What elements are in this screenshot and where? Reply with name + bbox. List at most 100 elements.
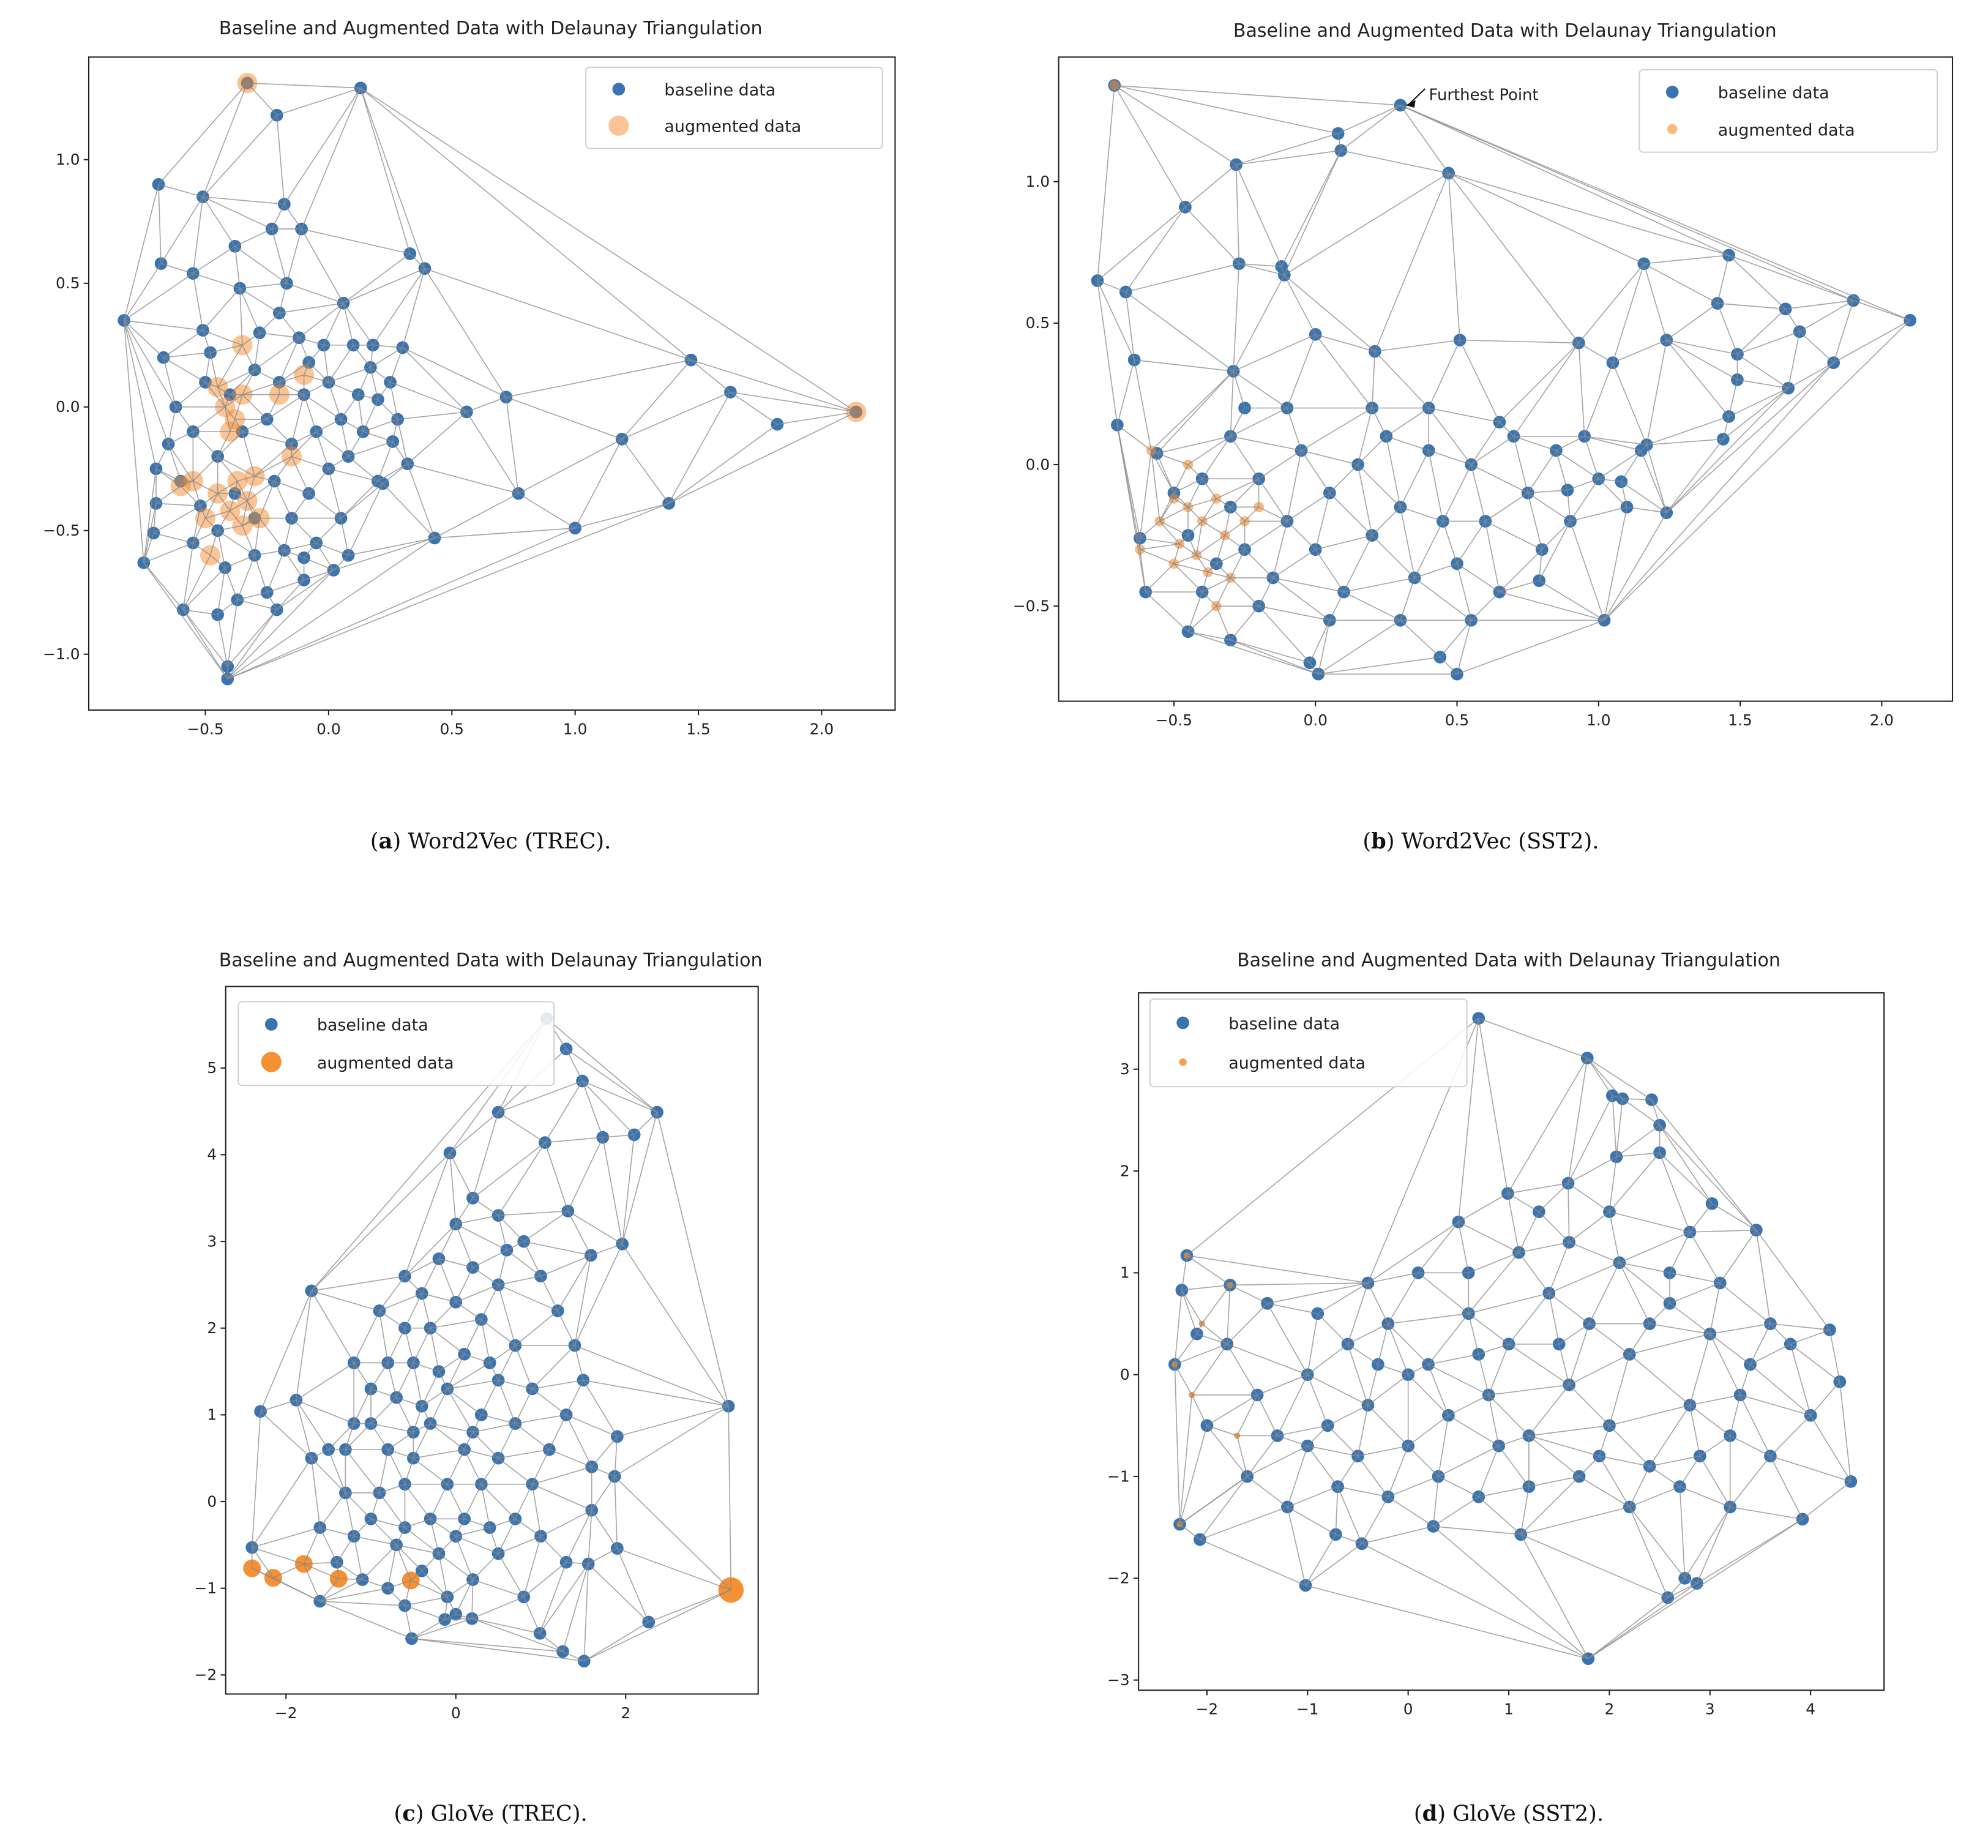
delaunay-edge bbox=[210, 555, 226, 569]
delaunay-edge bbox=[296, 1400, 312, 1459]
delaunay-edge bbox=[1116, 359, 1135, 425]
delaunay-edge bbox=[1722, 416, 1730, 440]
delaunay-edge bbox=[1588, 1519, 1803, 1659]
y-tick-label: 0 bbox=[207, 1492, 217, 1510]
delaunay-edge bbox=[1307, 1374, 1328, 1426]
delaunay-edge bbox=[348, 431, 364, 457]
delaunay-edge bbox=[1134, 359, 1234, 372]
delaunay-edge bbox=[370, 1518, 405, 1528]
delaunay-edge bbox=[353, 1536, 363, 1580]
delaunay-edge bbox=[480, 1457, 499, 1485]
delaunay-edge bbox=[1126, 263, 1239, 293]
delaunay-edge bbox=[548, 1415, 567, 1450]
delaunay-edge bbox=[192, 456, 219, 482]
delaunay-edge bbox=[308, 362, 329, 383]
delaunay-edge bbox=[1498, 1445, 1530, 1487]
delaunay-edge bbox=[311, 1457, 346, 1494]
y-tick-label: 3 bbox=[207, 1232, 217, 1250]
delaunay-edge bbox=[143, 562, 228, 679]
delaunay-edge bbox=[1174, 1333, 1198, 1365]
delaunay-edge bbox=[226, 599, 238, 667]
delaunay-edge bbox=[480, 1484, 491, 1528]
delaunay-edge bbox=[1770, 1455, 1852, 1483]
delaunay-edge bbox=[1586, 1057, 1613, 1096]
delaunay-edge bbox=[200, 493, 219, 507]
delaunay-edge bbox=[1206, 1425, 1248, 1477]
delaunay-edge bbox=[1097, 280, 1118, 425]
x-tick-label: 0.5 bbox=[1445, 711, 1470, 729]
delaunay-edge bbox=[515, 1414, 567, 1424]
legend-box bbox=[1639, 69, 1938, 153]
delaunay-edge bbox=[239, 288, 280, 314]
delaunay-edge bbox=[252, 1547, 274, 1579]
delaunay-edge bbox=[1588, 1262, 1620, 1324]
delaunay-edge bbox=[472, 1112, 499, 1199]
delaunay-edge bbox=[1730, 1506, 1803, 1520]
delaunay-edge bbox=[1361, 1525, 1433, 1544]
delaunay-edge bbox=[362, 1544, 397, 1581]
delaunay-edge bbox=[1340, 150, 1449, 174]
delaunay-edge bbox=[234, 246, 241, 289]
delaunay-edge bbox=[1728, 255, 1786, 310]
delaunay-edge bbox=[435, 527, 575, 539]
delaunay-edge bbox=[421, 1570, 448, 1598]
x-tick-label: 3 bbox=[1705, 1700, 1715, 1718]
y-tick-label: 2 bbox=[207, 1319, 217, 1337]
delaunay-edge bbox=[455, 1284, 499, 1303]
delaunay-edge bbox=[406, 463, 435, 539]
delaunay-edge bbox=[328, 345, 354, 383]
delaunay-edge bbox=[1622, 1098, 1652, 1101]
delaunay-edge bbox=[205, 510, 231, 519]
delaunay-edge bbox=[1357, 464, 1373, 536]
delaunay-edge bbox=[320, 1601, 412, 1639]
delaunay-edge bbox=[362, 419, 398, 433]
delaunay-edge bbox=[1643, 255, 1729, 264]
delaunay-edge bbox=[160, 196, 204, 264]
delaunay-edge bbox=[242, 381, 280, 395]
delaunay-edge bbox=[202, 288, 241, 331]
delaunay-edge bbox=[405, 1596, 448, 1606]
delaunay-edge bbox=[1236, 150, 1341, 165]
delaunay-edge bbox=[1689, 1203, 1713, 1233]
delaunay-edge bbox=[498, 1250, 507, 1285]
delaunay-edge bbox=[1224, 507, 1231, 536]
delaunay-edge bbox=[168, 431, 193, 445]
delaunay-edge bbox=[421, 1371, 439, 1407]
delaunay-edge bbox=[1528, 1476, 1580, 1487]
delaunay-edge bbox=[545, 1137, 603, 1143]
delaunay-edge bbox=[1488, 1344, 1509, 1396]
delaunay-edge bbox=[1649, 1465, 1680, 1487]
delaunay-edge bbox=[333, 555, 349, 571]
delaunay-edge bbox=[1307, 1374, 1369, 1406]
delaunay-edge bbox=[1258, 478, 1288, 522]
delaunay-edge bbox=[217, 431, 231, 457]
delaunay-edge bbox=[1305, 1534, 1337, 1586]
delaunay-edge bbox=[498, 1275, 541, 1285]
y-tick-label: 5 bbox=[207, 1059, 217, 1077]
delaunay-edge bbox=[1374, 173, 1449, 352]
delaunay-edge bbox=[1518, 1211, 1540, 1253]
y-tick-label: 4 bbox=[207, 1146, 217, 1164]
delaunay-edge bbox=[242, 525, 255, 556]
delaunay-edge bbox=[730, 391, 778, 425]
delaunay-edge bbox=[1197, 1333, 1228, 1345]
delaunay-edge bbox=[1448, 173, 1460, 340]
x-tick-label: 4 bbox=[1806, 1700, 1815, 1718]
delaunay-edge bbox=[327, 1449, 346, 1494]
delaunay-edge bbox=[1739, 1394, 1771, 1457]
delaunay-edge bbox=[1367, 1221, 1459, 1284]
delaunay-edge bbox=[1829, 1330, 1840, 1382]
delaunay-edge bbox=[155, 503, 201, 507]
delaunay-edge bbox=[532, 1345, 575, 1390]
legend: baseline data augmented data bbox=[237, 1001, 555, 1087]
delaunay-edge bbox=[1372, 506, 1401, 536]
delaunay-edge bbox=[1478, 1496, 1522, 1535]
delaunay-edge bbox=[1400, 577, 1415, 621]
delaunay-edge bbox=[1785, 309, 1800, 332]
delaunay-edge bbox=[252, 1568, 321, 1602]
delaunay-edge bbox=[539, 1562, 567, 1634]
delaunay-edge bbox=[1337, 133, 1342, 151]
delaunay-edge bbox=[370, 1397, 397, 1424]
delaunay-edge bbox=[1729, 1394, 1741, 1436]
delaunay-edge bbox=[1646, 444, 1667, 513]
